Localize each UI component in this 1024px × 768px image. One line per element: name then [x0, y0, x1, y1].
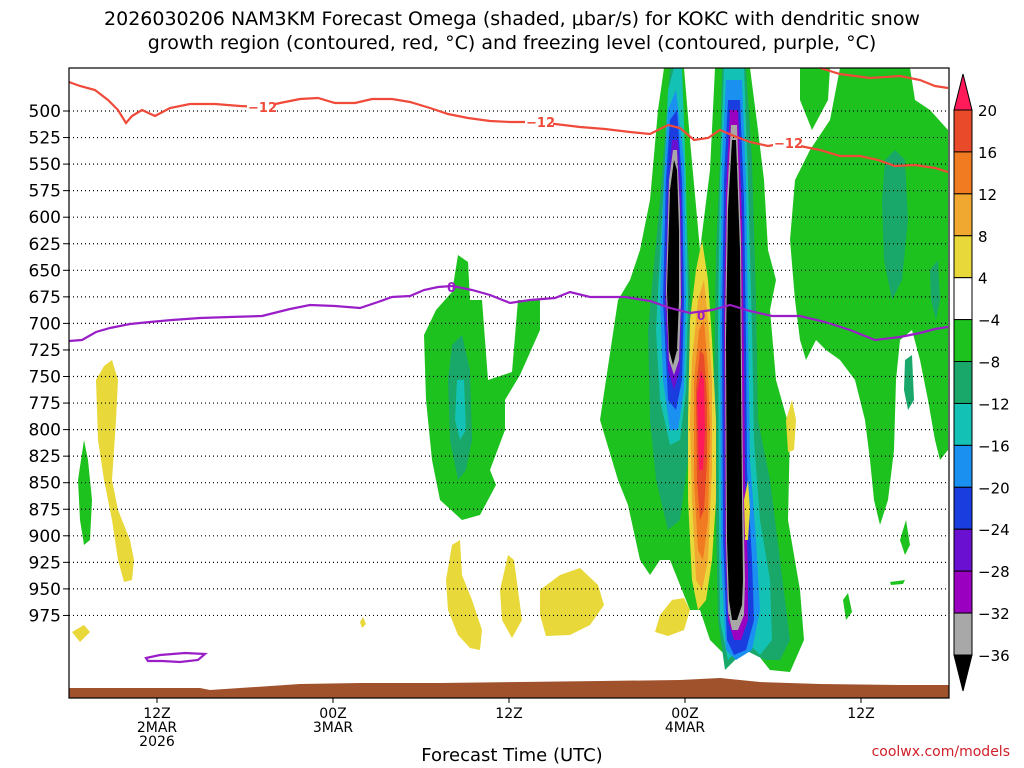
colorbar-seg-13 [953, 612, 973, 656]
colorbar-seg-0 [953, 73, 973, 111]
omega-region-yellow-6 [360, 617, 366, 628]
y-axis: 500 525 550 575 600 625 650 675 700 725 750 775 800 8… [29, 102, 69, 626]
omega-region-yellow-strip [744, 480, 750, 540]
colorbar-seg-8 [953, 402, 973, 446]
colorbar-label-0: 20 [978, 102, 997, 120]
y-tick-label-600: 600 [29, 208, 61, 228]
y-tick-label-725: 725 [29, 341, 61, 361]
dgz-label-2: −12 [526, 116, 555, 131]
x-tick-label-3-1: 4MAR [665, 720, 706, 736]
omega-region-teal-right [882, 150, 908, 300]
y-tick-label-775: 775 [29, 394, 61, 414]
omega-region-yellow-3 [446, 540, 482, 650]
colorbar-seg-6 [953, 319, 973, 363]
omega-region-green-small-2 [843, 593, 852, 620]
colorbar-seg-9 [953, 444, 973, 488]
colorbar-label-4: 4 [978, 270, 988, 288]
chart-title-line1: 2026030206 NAM3KM Forecast Omega (shaded… [104, 8, 920, 30]
colorbar-label-8: −16 [978, 437, 1010, 455]
freezing-label-2: 0 [697, 309, 705, 323]
chart-title-line2: growth region (contoured, red, °C) and f… [147, 32, 877, 54]
colorbar-seg-11 [953, 528, 973, 572]
omega-region-teal-right-2 [930, 260, 940, 320]
y-tick-label-850: 850 [29, 474, 61, 494]
omega-region-teal-2 [455, 380, 466, 440]
y-tick-label-925: 925 [29, 553, 61, 573]
omega-region-yellow-7 [655, 598, 690, 636]
y-tick-label-975: 975 [29, 606, 61, 626]
colorbar: 20 16 12 8 4 −4 −8 −12 −16 −20 −24 −28 −32 −36 [953, 73, 1010, 692]
y-tick-label-675: 675 [29, 288, 61, 308]
x-tick-label-0-0: 12Z [143, 706, 170, 722]
x-tick-label-4-0: 12Z [847, 706, 874, 722]
colorbar-seg-7 [953, 361, 973, 404]
y-tick-label-825: 825 [29, 447, 61, 467]
x-tick-label-0-2: 2026 [139, 734, 175, 750]
omega-shading [72, 68, 948, 672]
pressure-gridlines [69, 110, 949, 617]
freezing-level-contour [68, 284, 949, 343]
dgz-label-3: −12 [774, 137, 803, 152]
y-tick-label-550: 550 [29, 155, 61, 175]
colorbar-seg-1 [953, 109, 973, 153]
omega-region-green-right [800, 68, 830, 130]
omega-region-yellow-5 [540, 568, 604, 636]
y-tick-label-750: 750 [29, 368, 61, 388]
dgz-label-1: −12 [248, 101, 277, 116]
colorbar-label-5: −4 [978, 312, 1000, 330]
freezing-level-small-contour [144, 651, 208, 664]
colorbar-label-11: −28 [978, 563, 1010, 581]
terrain-ground [69, 678, 949, 698]
y-tick-label-800: 800 [29, 421, 61, 441]
y-tick-label-625: 625 [29, 235, 61, 255]
colorbar-seg-14 [953, 654, 973, 692]
omega-region-yellow-4 [500, 555, 522, 638]
y-tick-label-950: 950 [29, 580, 61, 600]
omega-region-teal-right-3 [904, 355, 914, 410]
x-axis-title: Forecast Time (UTC) [421, 745, 603, 766]
colorbar-seg-4 [953, 235, 973, 279]
colorbar-label-12: −32 [978, 605, 1010, 623]
colorbar-seg-10 [953, 486, 973, 530]
y-tick-label-875: 875 [29, 500, 61, 520]
omega-region-yellow-8 [786, 400, 796, 452]
omega-region-pink-core [697, 370, 705, 470]
x-tick-label-0-1: 2MAR [137, 720, 178, 736]
colorbar-seg-2 [953, 151, 973, 195]
dgz-contour-red-top [819, 66, 949, 90]
colorbar-label-6: −8 [978, 354, 1000, 372]
colorbar-label-7: −12 [978, 395, 1010, 413]
y-tick-label-525: 525 [29, 129, 61, 149]
omega-region-yellow-2 [72, 625, 90, 642]
omega-region-yellow-1 [96, 360, 134, 582]
colorbar-seg-12 [953, 570, 973, 614]
colorbar-seg-3 [953, 193, 973, 237]
colorbar-label-2: 12 [978, 186, 997, 204]
colorbar-label-13: −36 [978, 647, 1010, 665]
freezing-label-1: 0 [447, 281, 456, 296]
colorbar-label-3: 8 [978, 228, 988, 246]
x-tick-label-1-1: 3MAR [313, 720, 354, 736]
colorbar-seg-5 [953, 277, 973, 321]
omega-region-green-left [78, 440, 92, 545]
y-tick-label-900: 900 [29, 527, 61, 547]
colorbar-label-10: −24 [978, 521, 1010, 539]
x-tick-label-1-0: 00Z [319, 706, 346, 722]
x-tick-label-2-0: 12Z [495, 706, 522, 722]
y-tick-label-650: 650 [29, 261, 61, 281]
y-tick-label-575: 575 [29, 182, 61, 202]
colorbar-label-9: −20 [978, 479, 1010, 497]
credit-text: coolwx.com/models [871, 744, 1010, 760]
y-tick-label-500: 500 [29, 102, 61, 122]
y-tick-label-700: 700 [29, 314, 61, 334]
x-tick-label-3-0: 00Z [671, 706, 698, 722]
omega-region-black-2 [726, 140, 743, 620]
omega-region-black [667, 160, 679, 365]
omega-region-green-small [900, 520, 910, 555]
omega-region-green-small-3 [890, 580, 905, 585]
colorbar-label-1: 16 [978, 144, 997, 162]
